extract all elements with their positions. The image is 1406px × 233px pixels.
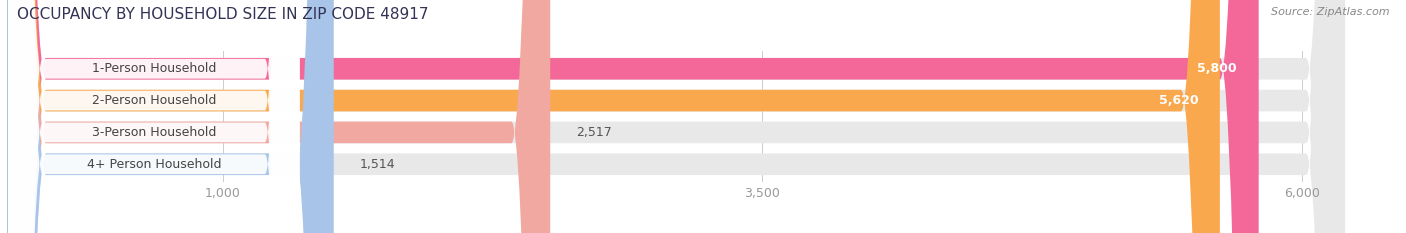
Text: 4+ Person Household: 4+ Person Household xyxy=(87,158,221,171)
FancyBboxPatch shape xyxy=(7,0,1346,233)
FancyBboxPatch shape xyxy=(8,0,299,233)
FancyBboxPatch shape xyxy=(8,0,299,233)
FancyBboxPatch shape xyxy=(8,0,299,233)
Text: 5,620: 5,620 xyxy=(1159,94,1198,107)
FancyBboxPatch shape xyxy=(7,0,1346,233)
FancyBboxPatch shape xyxy=(8,0,299,233)
Text: 2-Person Household: 2-Person Household xyxy=(91,94,217,107)
FancyBboxPatch shape xyxy=(7,0,1346,233)
Text: Source: ZipAtlas.com: Source: ZipAtlas.com xyxy=(1271,7,1389,17)
FancyBboxPatch shape xyxy=(7,0,550,233)
Text: 3-Person Household: 3-Person Household xyxy=(91,126,217,139)
FancyBboxPatch shape xyxy=(7,0,333,233)
Text: 2,517: 2,517 xyxy=(576,126,612,139)
FancyBboxPatch shape xyxy=(7,0,1220,233)
Text: 5,800: 5,800 xyxy=(1198,62,1237,75)
Text: OCCUPANCY BY HOUSEHOLD SIZE IN ZIP CODE 48917: OCCUPANCY BY HOUSEHOLD SIZE IN ZIP CODE … xyxy=(17,7,429,22)
Text: 1,514: 1,514 xyxy=(360,158,395,171)
FancyBboxPatch shape xyxy=(7,0,1346,233)
FancyBboxPatch shape xyxy=(7,0,1258,233)
Text: 1-Person Household: 1-Person Household xyxy=(91,62,217,75)
